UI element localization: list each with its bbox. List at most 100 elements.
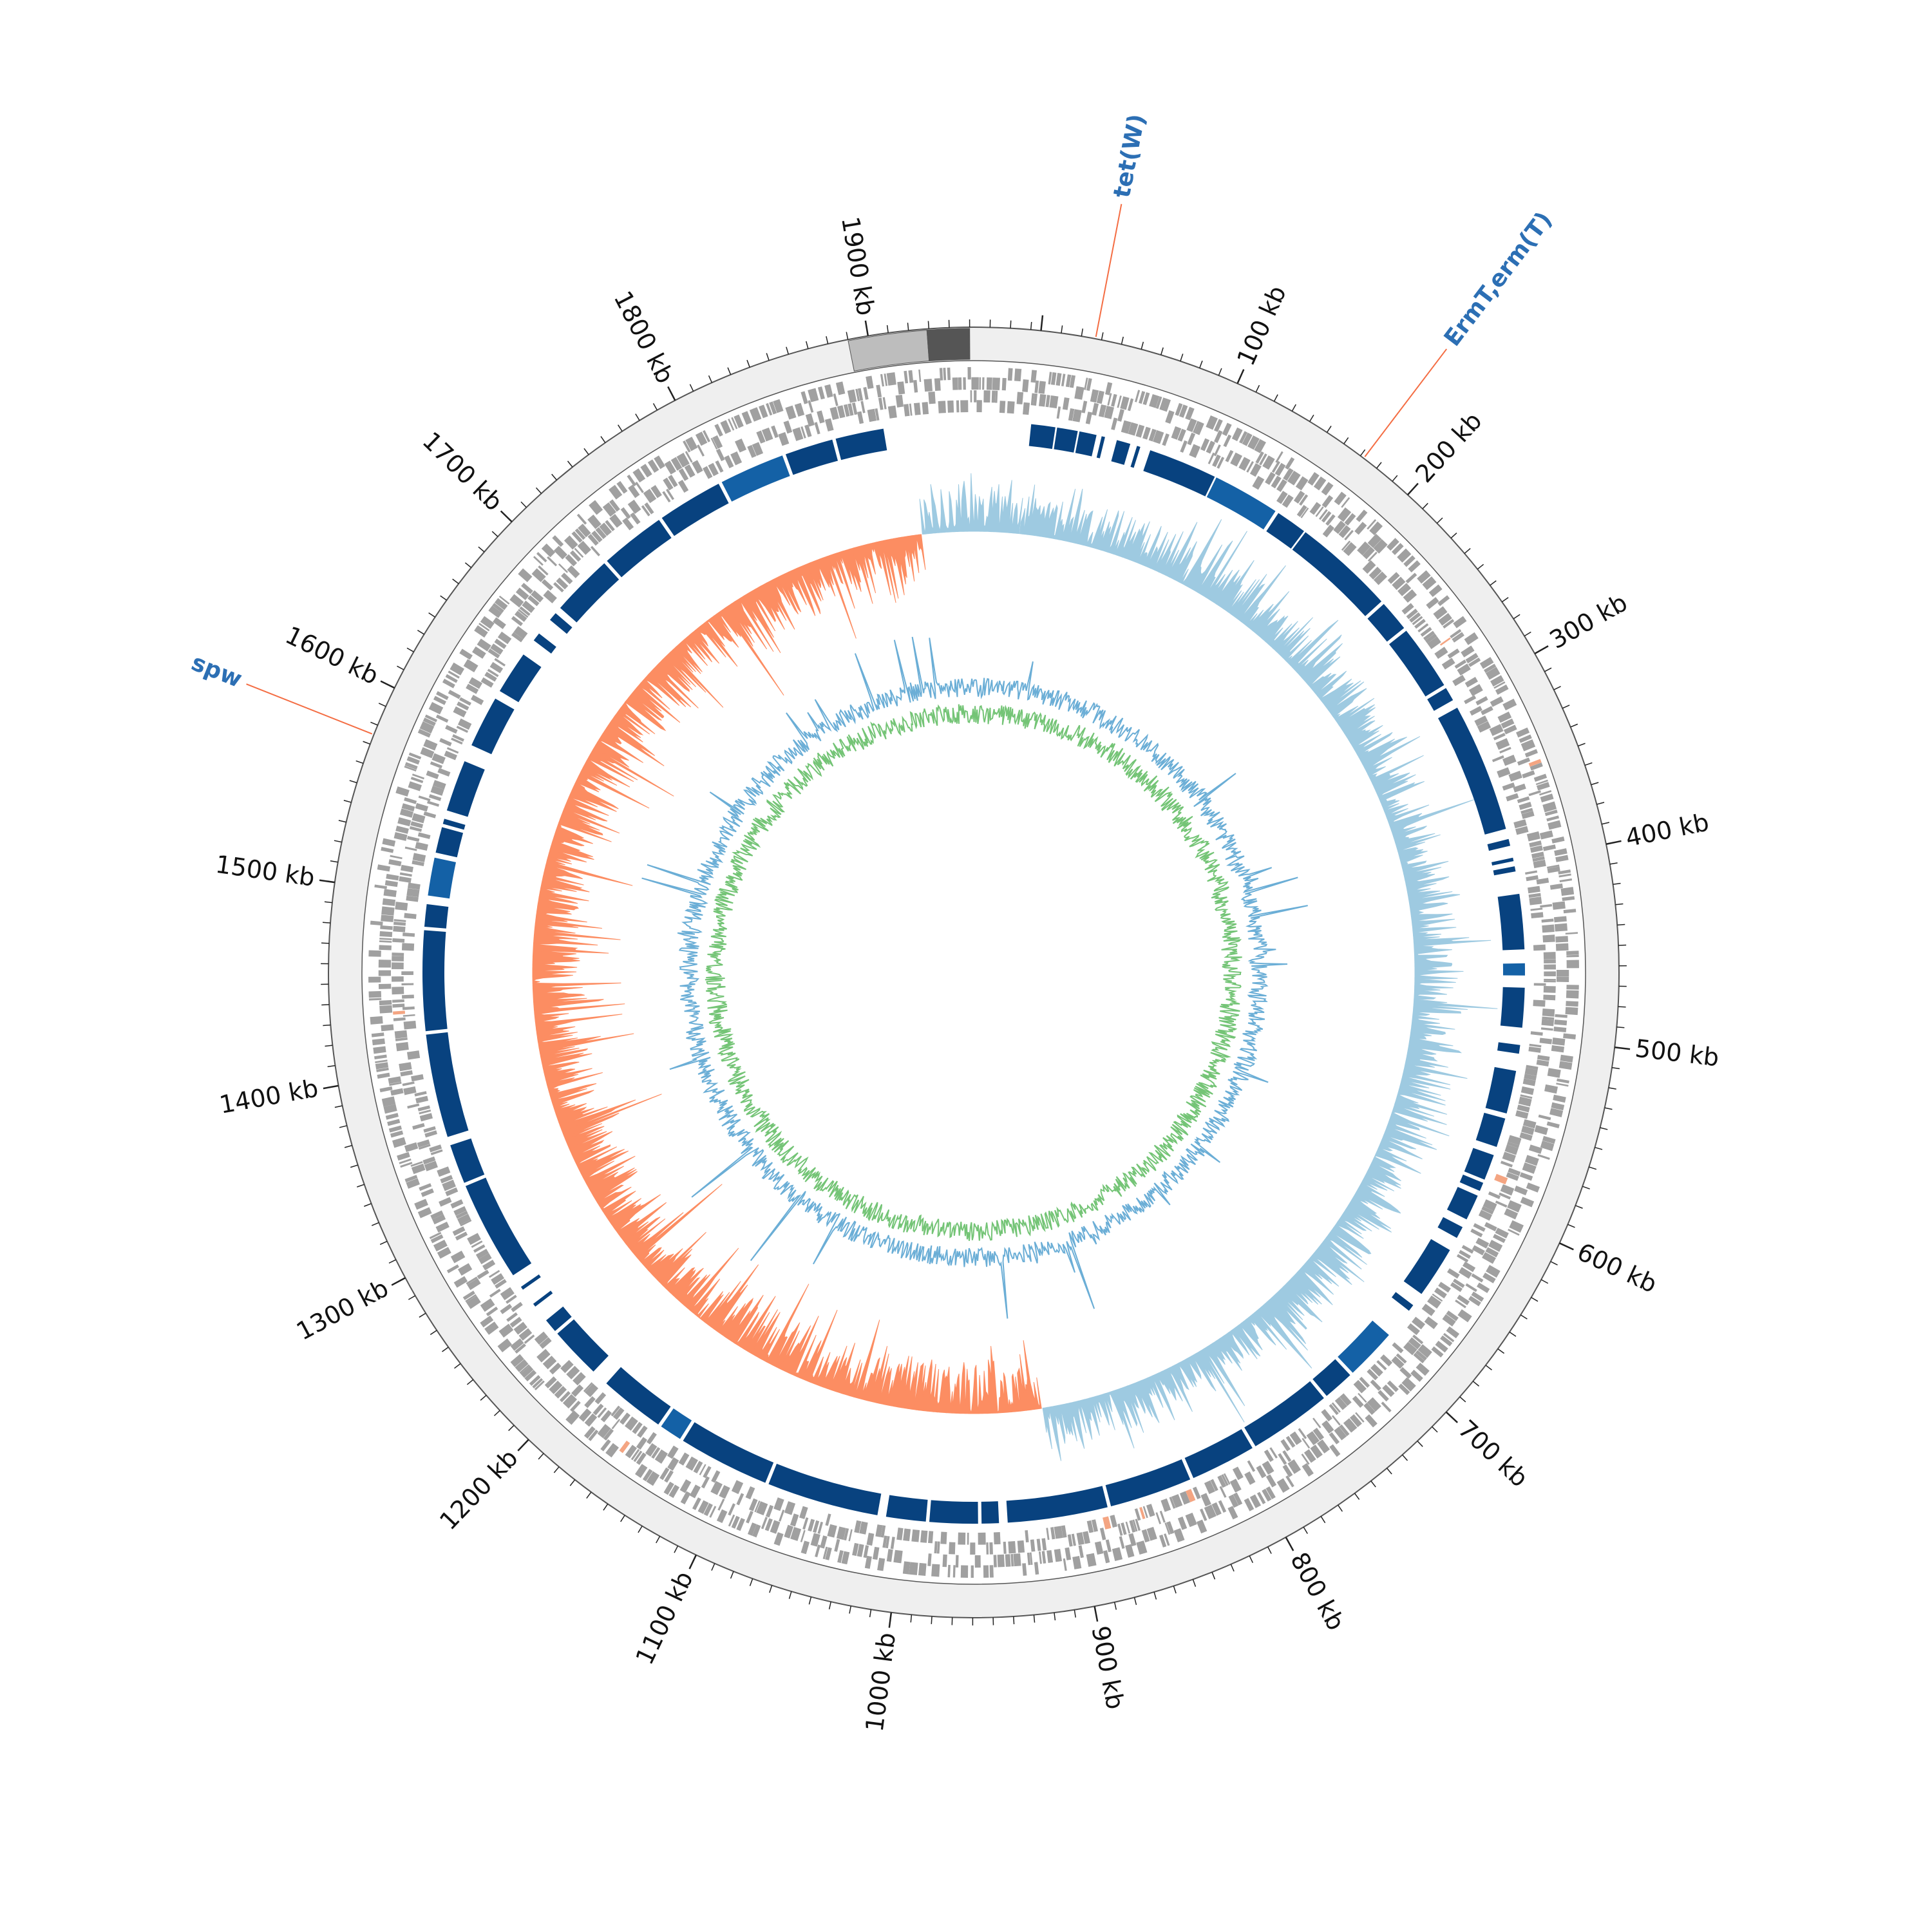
gene-forward	[397, 1151, 410, 1161]
feature-block	[1493, 866, 1516, 876]
gene-reverse	[611, 1405, 621, 1417]
tick-label: 1100 kb	[630, 1567, 698, 1669]
gene-reverse	[1296, 504, 1307, 517]
gene-reverse	[401, 994, 414, 999]
gene-forward	[997, 1554, 1005, 1567]
gene-reverse	[1464, 695, 1477, 705]
feature-block	[1437, 1217, 1463, 1238]
gene-forward	[1111, 393, 1117, 407]
gene-reverse	[1544, 959, 1556, 964]
gene-reverse	[442, 1179, 456, 1191]
feature-block	[1388, 630, 1444, 697]
gene-forward	[659, 1467, 670, 1481]
minor-tick	[766, 353, 770, 361]
minor-tick	[1326, 426, 1332, 433]
feature-block	[835, 428, 887, 460]
gene-forward	[943, 368, 947, 381]
gene-reverse	[1340, 1393, 1352, 1406]
major-tick	[888, 1612, 893, 1628]
gene-forward	[587, 515, 601, 529]
gene-forward	[1558, 873, 1571, 878]
major-tick	[1406, 482, 1419, 496]
gene-forward	[1479, 657, 1494, 669]
minor-tick	[334, 1105, 343, 1108]
gene-reverse	[1464, 676, 1478, 688]
gene-forward	[388, 859, 402, 867]
gene-forward	[393, 831, 408, 841]
gene-reverse	[875, 1524, 883, 1537]
gene-forward	[1334, 491, 1347, 506]
gene-reverse	[1200, 1493, 1211, 1507]
gene-reverse	[1493, 732, 1506, 741]
gene-reverse	[1008, 1540, 1016, 1554]
gene-reverse	[1401, 603, 1414, 615]
gene-reverse	[1061, 1525, 1067, 1538]
gene-forward	[378, 983, 392, 989]
tick-label: 800 kb	[1285, 1548, 1350, 1635]
gene-forward	[1223, 434, 1232, 448]
gene-reverse	[1135, 1519, 1141, 1531]
gene-reverse	[573, 1372, 586, 1386]
gene-reverse	[731, 1480, 744, 1495]
gene-forward	[1321, 482, 1334, 496]
tick-label: 1700 kb	[417, 426, 508, 516]
gene-reverse	[1085, 412, 1093, 424]
gene-forward	[880, 374, 884, 387]
gene-forward	[808, 388, 819, 402]
gene-reverse	[497, 631, 512, 645]
gene-reverse	[1529, 840, 1542, 848]
gene-forward	[446, 1264, 459, 1274]
gene-forward	[728, 419, 735, 431]
gene-forward	[602, 502, 616, 517]
gene-forward	[453, 1276, 468, 1288]
gene-forward	[1416, 1362, 1430, 1376]
gene-reverse	[1230, 452, 1243, 467]
gene-reverse	[611, 1419, 621, 1430]
gene-reverse	[1499, 1192, 1511, 1200]
gene-reverse	[584, 1383, 599, 1397]
gene-forward	[480, 1298, 495, 1312]
gene-reverse	[1528, 893, 1541, 898]
gene-forward	[1030, 370, 1037, 383]
gene-reverse	[934, 1541, 938, 1554]
gene-forward	[395, 786, 410, 797]
gene-reverse	[1396, 1353, 1407, 1364]
gene-reverse	[600, 1410, 612, 1423]
gene-reverse	[424, 1160, 438, 1171]
feature-block	[683, 1422, 774, 1483]
gene-forward	[1094, 1541, 1104, 1555]
gene-forward	[1519, 1172, 1533, 1181]
gene-forward	[1135, 390, 1141, 402]
gene-reverse	[409, 826, 422, 832]
minor-tick	[1613, 882, 1621, 885]
gene-forward	[1515, 727, 1530, 738]
gene-reverse	[440, 1175, 453, 1184]
gene-forward	[967, 367, 971, 380]
gene-forward	[1552, 1037, 1566, 1046]
gene-reverse	[1500, 1160, 1513, 1168]
gene-forward	[664, 1470, 674, 1483]
tick-label: 900 kb	[1086, 1624, 1130, 1712]
gene-reverse	[480, 677, 494, 688]
gene-forward	[1566, 985, 1579, 990]
minor-tick	[1490, 580, 1497, 586]
annotation-label: ErmT,erm(T)	[1439, 207, 1558, 351]
gene-forward	[909, 1562, 918, 1575]
minor-tick	[370, 721, 378, 726]
gene-reverse	[574, 547, 584, 558]
minor-tick	[749, 1578, 753, 1586]
gene-forward	[578, 1408, 592, 1422]
gene-reverse	[1544, 964, 1556, 970]
gene-forward	[597, 1424, 611, 1439]
minor-tick	[846, 332, 849, 340]
minor-tick	[538, 1453, 544, 1460]
gene-reverse	[1513, 819, 1527, 829]
gene-forward	[852, 1542, 859, 1557]
minor-tick	[1540, 1279, 1549, 1284]
gene-reverse	[556, 577, 569, 590]
gene-forward	[399, 1158, 412, 1164]
gene-reverse	[1357, 541, 1371, 556]
gene-reverse	[1481, 1206, 1494, 1215]
gene-forward	[379, 940, 392, 943]
gene-forward	[1413, 1352, 1425, 1363]
